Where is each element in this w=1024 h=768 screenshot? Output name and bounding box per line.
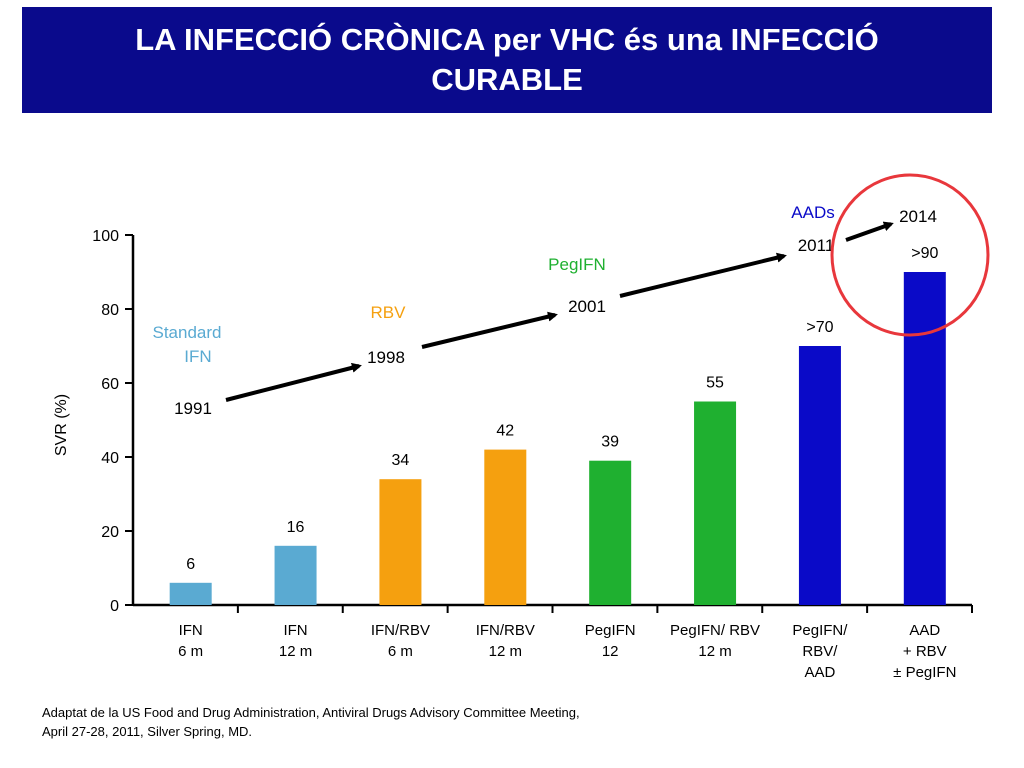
year-milestone-label: 1998	[367, 348, 405, 367]
bar-value-label: >70	[806, 319, 833, 336]
era-label: AADs	[791, 203, 834, 222]
x-category-label: AAD	[909, 622, 940, 639]
x-category-label: AAD	[805, 664, 836, 681]
bar	[798, 346, 841, 605]
bar	[169, 582, 212, 605]
x-category-label: 6 m	[178, 643, 203, 660]
bar	[694, 401, 737, 605]
x-category-label: 12 m	[698, 643, 731, 660]
bar	[903, 272, 946, 605]
y-tick-label: 60	[101, 376, 119, 393]
source-footnote: Adaptat de la US Food and Drug Administr…	[42, 703, 580, 741]
y-tick-label: 80	[101, 302, 119, 319]
year-milestone-label: 2014	[899, 207, 937, 226]
x-category-label: 12 m	[489, 643, 522, 660]
bar	[589, 460, 632, 605]
bar-value-label: 55	[706, 375, 724, 392]
title-banner: LA INFECCIÓ CRÒNICA per VHC és una INFEC…	[22, 7, 992, 113]
era-label: IFN	[184, 347, 211, 366]
timeline-arrow	[421, 311, 558, 349]
bar-value-label: 34	[392, 452, 410, 469]
y-tick-label: 100	[92, 228, 119, 245]
bar-value-label: 6	[186, 556, 195, 573]
era-label: PegIFN	[548, 255, 606, 274]
y-axis-label: SVR (%)	[53, 394, 70, 456]
highlight-circle	[830, 173, 990, 337]
x-category-label: IFN	[179, 622, 203, 639]
x-category-label: ± PegIFN	[893, 664, 956, 681]
slide-title-line-2: CURABLE	[431, 62, 583, 97]
footnote-line-2: April 27-28, 2011, Silver Spring, MD.	[42, 724, 253, 739]
slide-title-line-1: LA INFECCIÓ CRÒNICA per VHC és una INFEC…	[135, 22, 879, 57]
x-category-label: IFN/RBV	[476, 622, 535, 639]
bar	[274, 545, 317, 605]
bar-value-label: 16	[287, 519, 305, 536]
y-tick-label: 40	[101, 450, 119, 467]
year-milestone-label: 2011	[798, 236, 835, 255]
year-milestone-label: 1991	[174, 399, 212, 418]
x-category-label: 12 m	[279, 643, 312, 660]
x-category-label: 6 m	[388, 643, 413, 660]
bar-value-label: 42	[496, 423, 514, 440]
bar-value-label: >90	[911, 245, 938, 262]
x-category-label: PegIFN	[585, 622, 636, 639]
bar	[379, 479, 422, 605]
era-label: RBV	[371, 303, 407, 322]
x-category-label: 12	[602, 643, 619, 660]
x-category-label: IFN	[283, 622, 307, 639]
footnote-line-1: Adaptat de la US Food and Drug Administr…	[42, 705, 580, 720]
timeline-arrow	[619, 252, 787, 298]
x-category-label: PegIFN/	[792, 622, 848, 639]
y-tick-label: 0	[110, 598, 119, 615]
year-milestone-label: 2001	[568, 297, 606, 316]
timeline-arrow	[225, 362, 362, 402]
era-label: Standard	[153, 323, 222, 342]
x-category-label: RBV/	[802, 643, 838, 660]
x-category-label: PegIFN/ RBV	[670, 622, 760, 639]
timeline-arrow	[845, 221, 894, 242]
y-tick-label: 20	[101, 524, 119, 541]
x-category-label: + RBV	[903, 643, 947, 660]
x-category-label: IFN/RBV	[371, 622, 430, 639]
bar	[484, 449, 527, 605]
bar-value-label: 39	[601, 434, 619, 451]
